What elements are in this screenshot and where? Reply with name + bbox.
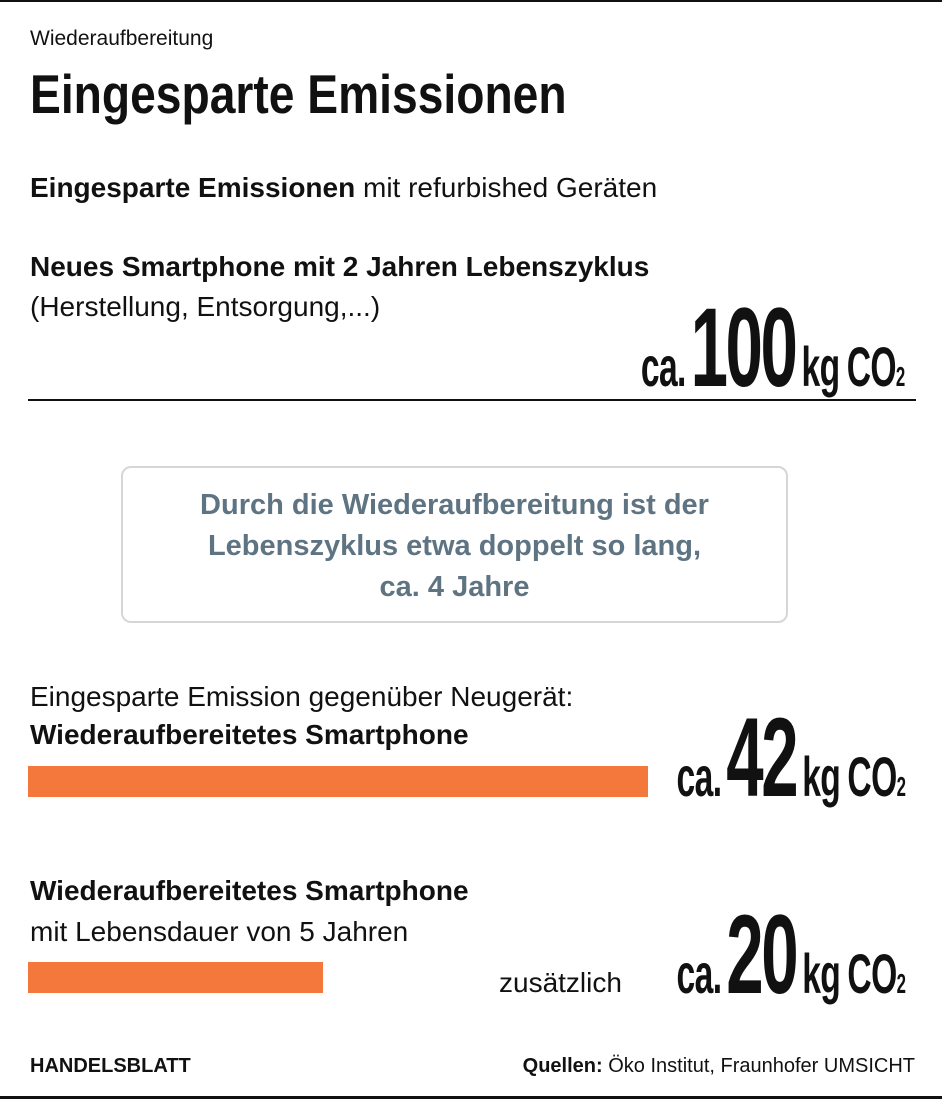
callout-line: Durch die Wiederaufbereitung ist der: [200, 489, 709, 521]
bar: [28, 962, 324, 993]
source-text: Öko Institut, Fraunhofer UMSICHT: [608, 1055, 915, 1077]
gas: CO: [847, 745, 897, 808]
callout-line: ca. 4 Jahre: [379, 571, 530, 603]
kicker: Wiederaufbereitung: [30, 27, 214, 50]
callout-line: Lebenszyklus etwa doppelt so lang,: [207, 530, 702, 562]
prefix: ca.: [641, 335, 687, 398]
title: Eingesparte Emissionen: [30, 63, 567, 125]
value: 42: [725, 695, 798, 820]
item-note: mit Lebensdauer von 5 Jahren: [30, 916, 409, 947]
source-label: Quellen:: [522, 1055, 603, 1077]
subtitle: Eingesparte Emissionen mit refurbished G…: [30, 171, 657, 205]
gas-index: 2: [896, 968, 905, 999]
item-figure: ca. 42 kg CO 2: [676, 702, 905, 814]
new-phone-label: Neues Smartphone mit 2 Jahren Lebenszykl…: [30, 251, 650, 282]
bottom-rule: [0, 1096, 942, 1099]
unit: kg: [801, 745, 841, 808]
divider: [28, 399, 916, 401]
gas-index: 2: [896, 771, 905, 802]
prefix: ca.: [676, 745, 722, 808]
value: 100: [690, 285, 798, 410]
item-intro: Eingesparte Emission gegenüber Neugerät:: [30, 681, 574, 712]
value: 20: [725, 892, 798, 1017]
gas-index: 2: [896, 361, 905, 392]
gas: CO: [847, 335, 897, 398]
source: Quellen: Öko Institut, Fraunhofer UMSICH…: [523, 1055, 915, 1078]
bar: [28, 766, 648, 797]
new-phone-note: (Herstellung, Entsorgung,...): [30, 291, 381, 322]
prefix: ca.: [676, 942, 722, 1005]
unit: kg: [801, 942, 841, 1005]
item-label: Wiederaufbereitetes Smartphone: [30, 875, 469, 906]
item-figure: ca. 20 kg CO 2: [676, 899, 905, 1011]
gas: CO: [847, 942, 897, 1005]
brand: HANDELSBLATT: [30, 1055, 191, 1077]
subtitle-rest: mit refurbished Geräten: [363, 172, 658, 203]
item-extra: zusätzlich: [499, 967, 622, 998]
item-label: Wiederaufbereitetes Smartphone: [30, 719, 469, 750]
unit: kg: [801, 335, 841, 398]
subtitle-bold: Eingesparte Emissionen: [30, 172, 356, 203]
callout: Durch die Wiederaufbereitung ist der Leb…: [121, 466, 788, 623]
top-rule: [0, 0, 942, 2]
new-phone-figure: ca. 100 kg CO 2: [641, 292, 905, 404]
